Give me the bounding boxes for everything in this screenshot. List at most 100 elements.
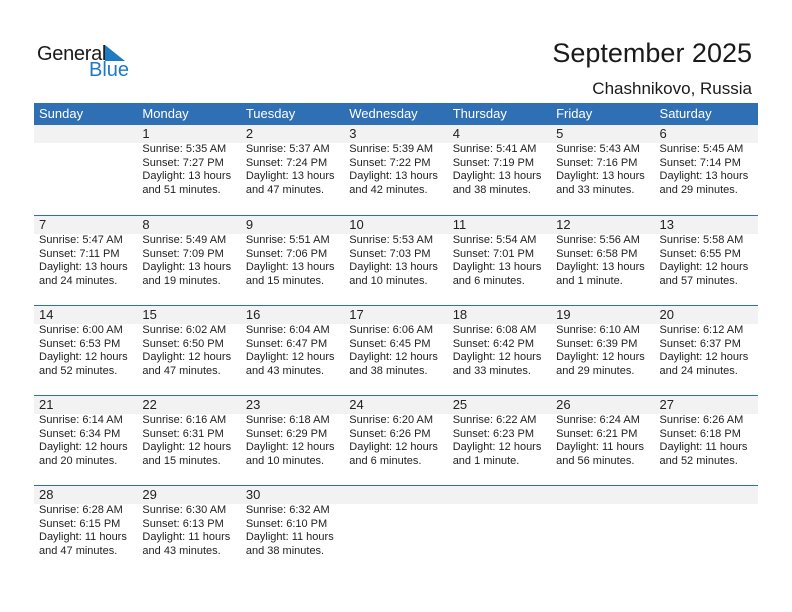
sunrise-text: Sunrise: 5:53 AM — [349, 234, 434, 246]
sunset-text: Sunset: 6:53 PM — [39, 337, 121, 350]
sunrise-text: Sunrise: 6:04 AM — [245, 324, 330, 336]
daylight-text: Daylight: 12 hours — [659, 261, 749, 273]
sunset-text: Sunset: 6:34 PM — [39, 427, 121, 440]
day-cell: 1 Sunrise: 5:35 AM Sunset: 7:27 PM Daylight… — [137, 125, 240, 215]
calendar-grid: 1 Sunrise: 5:35 AM Sunset: 7:27 PM Daylight… — [34, 125, 758, 575]
daylight-minutes-text: and 1 minute. — [452, 454, 520, 467]
daylight-minutes-text: and 52 minutes. — [659, 454, 738, 467]
week-row: 21 Sunrise: 6:14 AM Sunset: 6:34 PM Dayligh… — [34, 395, 758, 485]
sunrise-text: Sunrise: 5:41 AM — [452, 143, 537, 155]
logo: General Blue — [37, 43, 137, 83]
daylight-minutes-text: and 19 minutes. — [142, 274, 221, 287]
daylight-text: Daylight: 13 hours — [556, 261, 645, 273]
day-cell: 24 Sunrise: 6:20 AM Sunset: 6:26 PM Dayligh… — [344, 396, 447, 485]
daylight-text: Daylight: 12 hours — [349, 351, 438, 363]
day-number: 18 — [452, 307, 468, 322]
empty-cell — [551, 486, 654, 575]
sunrise-text: Sunrise: 6:22 AM — [452, 414, 537, 426]
sunset-text: Sunset: 7:27 PM — [142, 156, 224, 169]
daylight-minutes-text: and 10 minutes. — [245, 454, 325, 467]
daylight-text: Daylight: 12 hours — [142, 441, 232, 453]
daylight-text: Daylight: 13 hours — [245, 261, 335, 273]
sunrise-text: Sunrise: 5:37 AM — [245, 143, 330, 155]
day-number: 9 — [245, 217, 254, 232]
day-cell: 28 Sunrise: 6:28 AM Sunset: 6:15 PM Dayligh… — [34, 486, 137, 575]
sunset-text: Sunset: 7:11 PM — [39, 247, 120, 260]
sunrise-text: Sunrise: 5:51 AM — [245, 234, 330, 246]
sunrise-text: Sunrise: 6:10 AM — [556, 324, 640, 336]
sunrise-text: Sunrise: 5:47 AM — [39, 234, 123, 246]
day-number: 11 — [452, 217, 467, 232]
daylight-text: Daylight: 12 hours — [556, 351, 645, 363]
daylight-text: Daylight: 13 hours — [39, 261, 128, 273]
sunrise-text: Sunrise: 6:16 AM — [142, 414, 227, 426]
sunset-text: Sunset: 6:50 PM — [142, 337, 224, 350]
day-number: 19 — [556, 307, 571, 322]
day-number: 1 — [142, 126, 150, 141]
daylight-text: Daylight: 13 hours — [556, 170, 645, 182]
daylight-text: Daylight: 12 hours — [245, 351, 335, 363]
day-cell: 2 Sunrise: 5:37 AM Sunset: 7:24 PM Daylight… — [241, 125, 344, 215]
sunset-text: Sunset: 6:29 PM — [245, 427, 328, 440]
daylight-text: Daylight: 13 hours — [659, 170, 749, 182]
day-cell: 4 Sunrise: 5:41 AM Sunset: 7:19 PM Daylight… — [448, 125, 551, 215]
day-cell: 30 Sunrise: 6:32 AM Sunset: 6:10 PM Dayligh… — [241, 486, 344, 575]
day-number: 20 — [659, 307, 674, 322]
sunset-text: Sunset: 6:45 PM — [349, 337, 431, 350]
sunrise-text: Sunrise: 5:45 AM — [659, 143, 744, 155]
sunset-text: Sunset: 6:15 PM — [39, 517, 121, 530]
daylight-minutes-text: and 38 minutes. — [349, 364, 428, 377]
sunset-text: Sunset: 6:58 PM — [556, 247, 638, 260]
day-number: 23 — [245, 397, 261, 412]
empty-cell — [448, 486, 551, 575]
day-number: 12 — [556, 217, 571, 232]
sunset-text: Sunset: 7:24 PM — [245, 156, 328, 169]
sunset-text: Sunset: 6:47 PM — [245, 337, 328, 350]
sunrise-text: Sunrise: 6:28 AM — [39, 504, 123, 516]
daylight-minutes-text: and 33 minutes. — [556, 183, 635, 196]
day-number: 2 — [245, 126, 254, 141]
day-cell: 3 Sunrise: 5:39 AM Sunset: 7:22 PM Daylight… — [344, 125, 447, 215]
sunrise-text: Sunrise: 6:24 AM — [556, 414, 640, 426]
day-cell: 17 Sunrise: 6:06 AM Sunset: 6:45 PM Dayligh… — [344, 306, 447, 395]
sunset-text: Sunset: 6:23 PM — [452, 427, 535, 440]
day-cell: 12 Sunrise: 5:56 AM Sunset: 6:58 PM Dayligh… — [551, 216, 654, 305]
sunset-text: Sunset: 7:03 PM — [349, 247, 431, 260]
sunset-text: Sunset: 6:18 PM — [659, 427, 741, 440]
page-title: September 2025 — [552, 38, 752, 68]
day-number: 6 — [659, 126, 667, 141]
daylight-text: Daylight: 13 hours — [245, 170, 335, 182]
day-cell: 23 Sunrise: 6:18 AM Sunset: 6:29 PM Dayligh… — [241, 396, 344, 485]
weekday-thursday: Thursday — [452, 106, 507, 121]
day-cell: 15 Sunrise: 6:02 AM Sunset: 6:50 PM Dayligh… — [137, 306, 240, 395]
sunrise-text: Sunrise: 6:20 AM — [349, 414, 434, 426]
daylight-minutes-text: and 15 minutes. — [142, 454, 221, 467]
sunset-text: Sunset: 7:16 PM — [556, 156, 638, 169]
day-cell: 14 Sunrise: 6:00 AM Sunset: 6:53 PM Dayligh… — [34, 306, 137, 395]
daylight-text: Daylight: 12 hours — [39, 351, 128, 363]
daylight-minutes-text: and 47 minutes. — [142, 364, 221, 377]
day-number: 13 — [659, 217, 674, 232]
sunset-text: Sunset: 6:13 PM — [142, 517, 224, 530]
sunrise-text: Sunrise: 5:49 AM — [142, 234, 227, 246]
sunset-text: Sunset: 6:21 PM — [556, 427, 638, 440]
day-number: 5 — [556, 126, 564, 141]
day-number-band — [34, 125, 758, 143]
daylight-text: Daylight: 12 hours — [39, 441, 128, 453]
day-number: 24 — [349, 397, 364, 412]
sunset-text: Sunset: 6:39 PM — [556, 337, 638, 350]
day-cell: 10 Sunrise: 5:53 AM Sunset: 7:03 PM Dayligh… — [344, 216, 447, 305]
day-number-band — [34, 486, 758, 504]
weekday-header: Sunday Monday Tuesday Wednesday Thursday Frid… — [34, 103, 758, 125]
daylight-text: Daylight: 12 hours — [452, 441, 542, 453]
sunset-text: Sunset: 6:31 PM — [142, 427, 224, 440]
daylight-text: Daylight: 11 hours — [245, 531, 334, 543]
sunset-text: Sunset: 7:01 PM — [452, 247, 535, 260]
day-cell: 22 Sunrise: 6:16 AM Sunset: 6:31 PM Dayligh… — [137, 396, 240, 485]
day-number: 27 — [659, 397, 674, 412]
daylight-minutes-text: and 20 minutes. — [39, 454, 118, 467]
daylight-minutes-text: and 1 minute. — [556, 274, 623, 287]
daylight-text: Daylight: 11 hours — [556, 441, 644, 453]
sunset-text: Sunset: 7:09 PM — [142, 247, 224, 260]
sunset-text: Sunset: 6:10 PM — [245, 517, 328, 530]
